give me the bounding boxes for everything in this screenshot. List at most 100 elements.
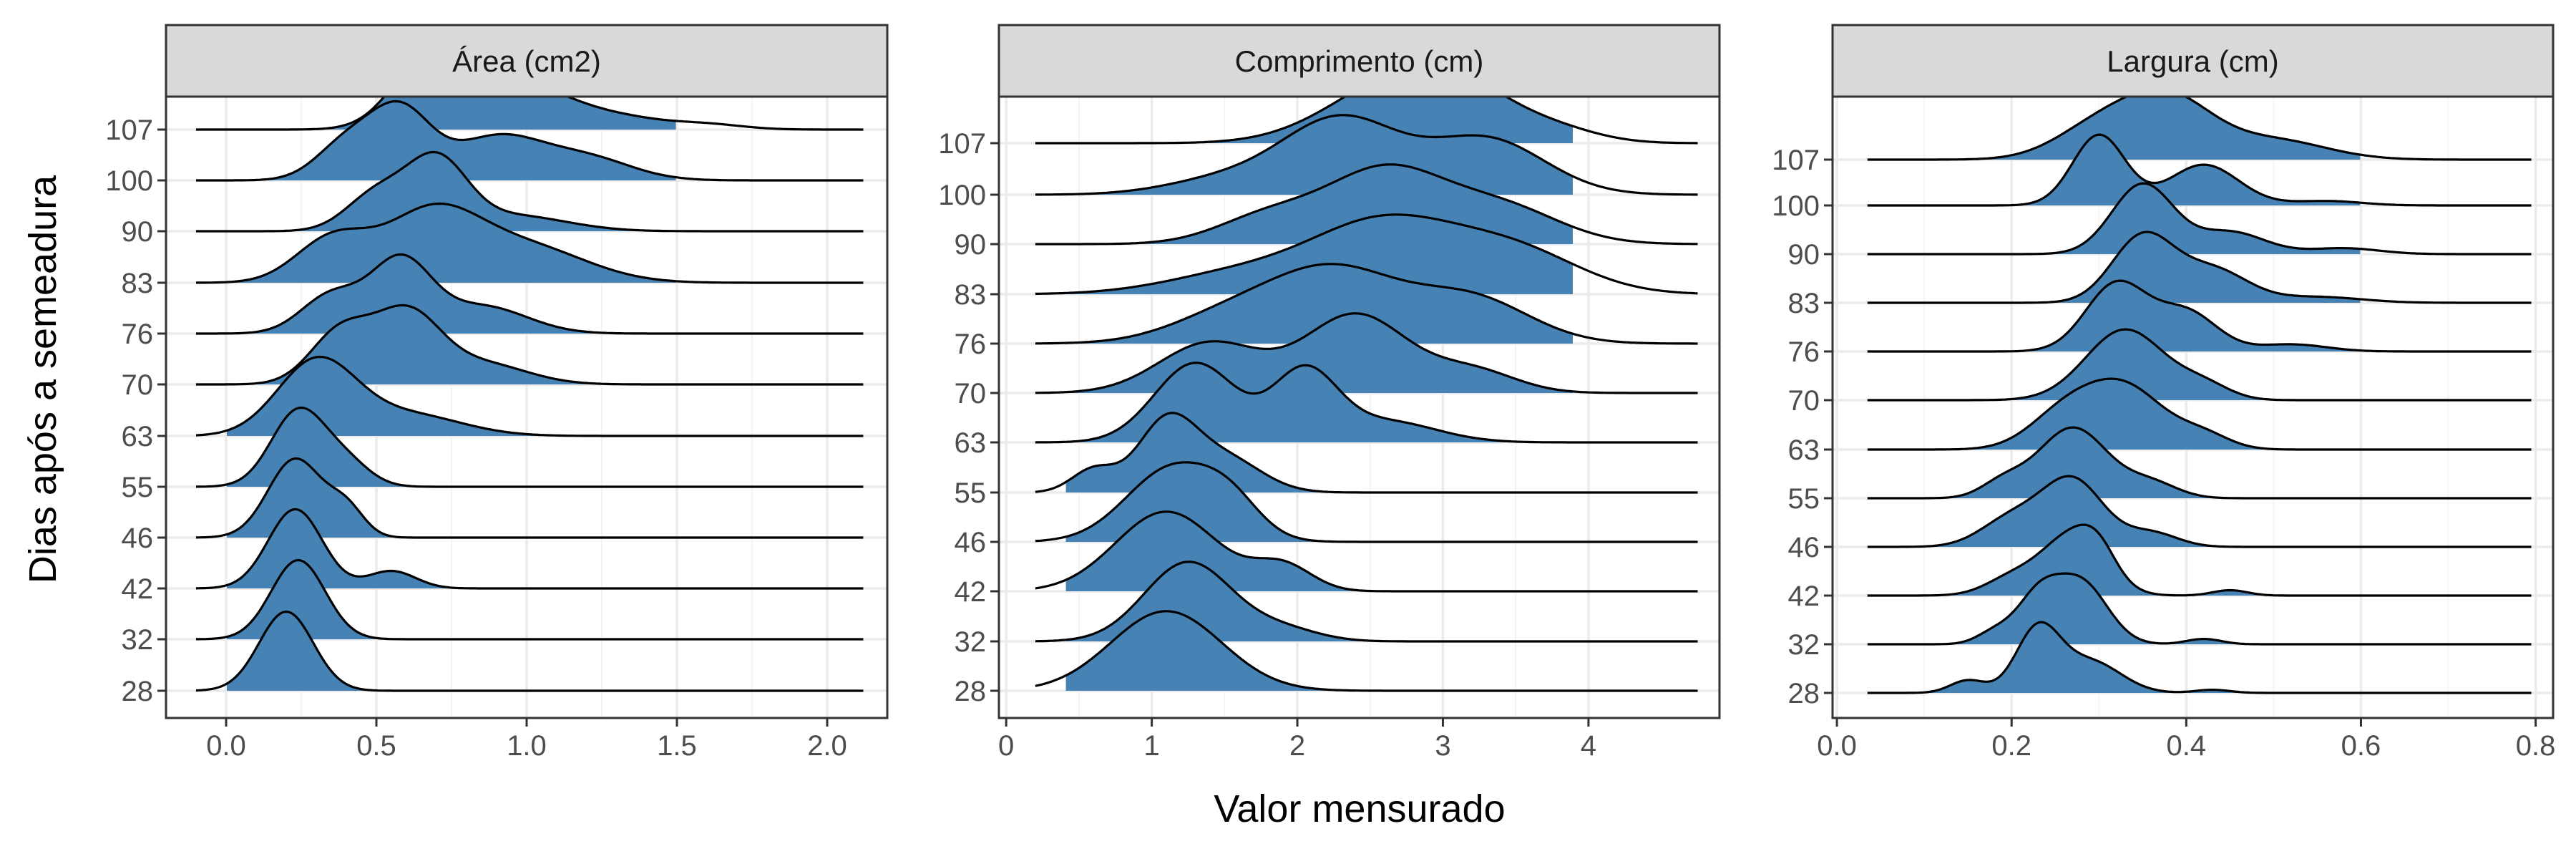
- y-tick-label: 90: [1788, 239, 1820, 271]
- ridge-outline: [1035, 163, 1698, 246]
- facet-strip: [165, 24, 889, 98]
- y-tick-label: 63: [1788, 435, 1820, 466]
- y-tick-label: 76: [955, 329, 987, 360]
- y-tick-label: 76: [1788, 336, 1820, 368]
- y-tick-label: 70: [1788, 385, 1820, 417]
- ridge-28: [1035, 610, 1698, 692]
- y-tick-label: 76: [122, 319, 154, 350]
- ridge-outline: [1035, 312, 1698, 394]
- ridge-76: [1035, 263, 1698, 345]
- ridges: [1867, 87, 2532, 694]
- panel-2: Comprimento (cm)283242465563707683901001…: [938, 24, 1721, 762]
- ridge-outline: [195, 508, 864, 590]
- ridge-outline: [196, 150, 864, 233]
- facet-strip: [1831, 24, 2555, 98]
- y-tick-label: 55: [122, 472, 154, 503]
- x-tick-label: 1: [1143, 730, 1159, 762]
- ridge-outline: [196, 202, 864, 284]
- y-tick-label: 46: [1788, 532, 1820, 563]
- y-tick-label: 70: [122, 369, 154, 401]
- ridge-outline: [196, 558, 864, 641]
- ridge-42: [195, 508, 864, 590]
- ridge-28: [1867, 621, 2532, 694]
- facet-strip: [997, 24, 1721, 98]
- y-tick-label: 55: [1788, 483, 1820, 515]
- y-tick-label: 28: [122, 676, 154, 707]
- ridge-fill: [1065, 214, 1573, 294]
- y-tick-label: 32: [1788, 629, 1820, 661]
- panel-1: Área (cm2) 28 32 42 46 55 63 70 76 83 90 100 107 0.0 0…: [105, 24, 889, 762]
- facet-title: Área (cm2): [452, 44, 601, 78]
- y-tick-label: 46: [122, 523, 154, 554]
- y-tick-label: 83: [122, 268, 154, 299]
- x-tick-label: 0.0: [1817, 730, 1857, 762]
- ridge-107: [1867, 87, 2532, 161]
- y-tick-label: 83: [1788, 288, 1820, 319]
- x-tick-label: 3: [1435, 730, 1450, 762]
- y-tick-label: 90: [955, 229, 987, 261]
- x-tick-label: 0.4: [2167, 730, 2207, 762]
- x-tick-label: 0.5: [356, 730, 396, 762]
- ridge-outline: [1867, 133, 2532, 207]
- y-tick-label: 28: [1788, 678, 1820, 709]
- ridge-outline: [1867, 621, 2532, 694]
- ridge-fill: [227, 560, 676, 639]
- ridge-outline: [1867, 426, 2532, 500]
- ridge-55: [1867, 426, 2532, 500]
- ridge-fill: [227, 203, 676, 283]
- ridge-fill: [1926, 329, 2361, 400]
- ridge-63: [1867, 377, 2532, 451]
- ridge-100: [1035, 114, 1698, 196]
- x-tick-label: 2.0: [807, 730, 847, 762]
- y-tick-label: 83: [955, 279, 987, 311]
- ridge-outline: [196, 100, 864, 182]
- ridge-fill: [1926, 476, 2361, 547]
- x-tick-label: 4: [1581, 730, 1596, 762]
- ridge-outline: [1867, 523, 2532, 597]
- y-tick-label: 100: [105, 165, 153, 197]
- ridge-fill: [227, 101, 676, 180]
- x-tick-label: 2: [1289, 730, 1305, 762]
- ridge-fill: [227, 407, 676, 487]
- ridge-83: [1867, 230, 2532, 304]
- ridge-outline: [1035, 461, 1698, 543]
- ridge-83: [196, 202, 864, 284]
- y-tick-label: 100: [938, 180, 986, 211]
- ridge-fill: [1065, 115, 1573, 195]
- ridge-90: [196, 150, 864, 233]
- y-tick-label: 32: [122, 624, 154, 656]
- ridge-42: [1867, 523, 2532, 597]
- y-tick-label: 42: [955, 576, 987, 608]
- ridge-fill: [1065, 611, 1573, 691]
- ridge-outline: [195, 457, 864, 539]
- ridge-fill: [227, 458, 676, 538]
- x-tick-label: 0.0: [206, 730, 246, 762]
- y-tick-label: 32: [955, 626, 987, 658]
- ridge-outline: [196, 304, 864, 386]
- ridge-46: [195, 457, 864, 539]
- y-tick-label: 28: [955, 676, 987, 707]
- y-tick-label: 42: [122, 573, 154, 605]
- y-tick-label: 55: [955, 477, 987, 509]
- x-tick-label: 0.6: [2341, 730, 2381, 762]
- ridge-outline: [1035, 361, 1698, 444]
- ridge-100: [196, 100, 864, 182]
- ridge-46: [1867, 475, 2532, 548]
- ridge-outline: [1035, 510, 1698, 593]
- y-tick-label: 63: [955, 427, 987, 459]
- ridge-outline: [1035, 263, 1698, 345]
- x-tick-label: 0.8: [2516, 730, 2556, 762]
- y-tick-label: 90: [122, 216, 154, 248]
- ridge-fill: [227, 509, 676, 588]
- ridge-fill: [227, 152, 676, 231]
- ridge-outline: [1867, 572, 2532, 646]
- y-tick-label: 46: [955, 527, 987, 558]
- y-tick-label: 63: [122, 421, 154, 452]
- ridge-outline: [195, 355, 864, 437]
- ridge-fill: [1926, 89, 2361, 160]
- ridge-outline: [1035, 213, 1698, 295]
- ridge-fill: [227, 254, 676, 334]
- ridge-32: [196, 558, 864, 641]
- ridge-fill: [1065, 263, 1573, 344]
